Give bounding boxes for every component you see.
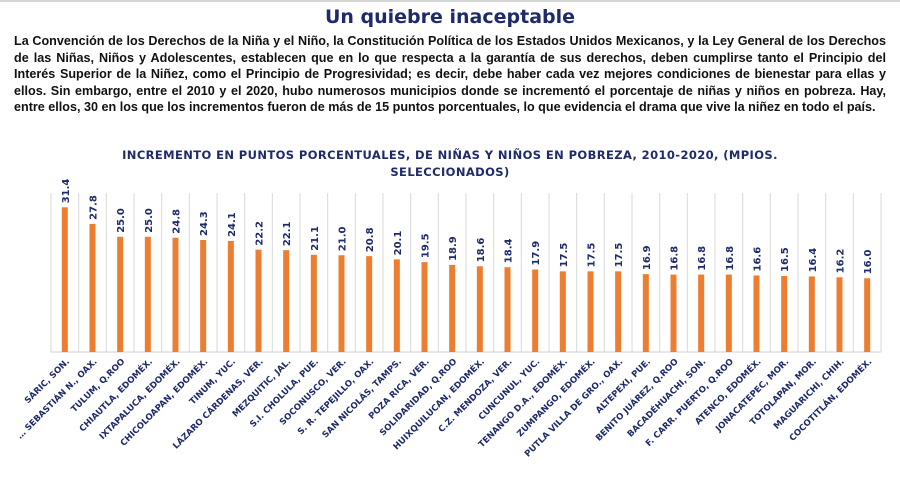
value-label: 17.5 [587, 243, 598, 268]
bar [338, 255, 345, 352]
bar [808, 276, 815, 352]
bar [615, 271, 622, 352]
bar [366, 256, 373, 352]
bar [642, 274, 649, 352]
value-label: 16.4 [808, 248, 819, 273]
bar [255, 249, 262, 352]
bar [393, 259, 400, 352]
bar [587, 271, 594, 352]
value-labels: 31.4 27.8 25.0 25.0 24.8 24.3 24.1 22.2 22.1 21.1… [61, 179, 874, 275]
bar [753, 275, 760, 352]
value-label: 17.5 [559, 243, 570, 268]
bar [310, 254, 317, 352]
value-label: 16.8 [697, 246, 708, 271]
bar [698, 274, 705, 352]
value-label: 16.6 [753, 247, 764, 272]
value-label: 20.8 [365, 227, 376, 252]
value-label: 22.2 [255, 221, 266, 246]
category-labels: SÁRIC, SON.… SEBASTIÁN N., OAX.TULUM, Q.… [14, 356, 874, 460]
value-label: 24.1 [227, 212, 238, 237]
value-label: 16.9 [642, 245, 653, 270]
bar [504, 267, 511, 352]
bar [725, 274, 732, 352]
bar [117, 236, 124, 352]
value-label: 21.0 [338, 227, 349, 252]
bar [144, 236, 151, 352]
bar [200, 240, 207, 352]
value-label: 27.8 [89, 195, 100, 220]
value-label: 18.4 [504, 238, 515, 263]
chart-title: INCREMENTO EN PUNTOS PORCENTUALES, DE NI… [122, 148, 778, 179]
value-label: 16.5 [780, 247, 791, 272]
bar [670, 274, 677, 352]
bar [89, 223, 96, 352]
top-border [0, 0, 900, 2]
value-label: 22.1 [282, 221, 293, 246]
value-label: 18.6 [476, 238, 487, 263]
bar [559, 271, 566, 352]
bar [864, 278, 871, 352]
value-label: 16.8 [725, 246, 736, 271]
value-label: 16.0 [863, 250, 874, 275]
gridlines [50, 193, 882, 353]
value-label: 17.9 [531, 241, 542, 266]
intro-paragraph: La Convención de los Derechos de la Niña… [14, 34, 886, 114]
page-title: Un quiebre inaceptable [324, 6, 576, 28]
bar [283, 250, 290, 352]
value-label: 24.8 [172, 209, 183, 234]
value-label: 25.0 [144, 208, 155, 233]
bar [172, 237, 179, 352]
value-label: 20.1 [393, 231, 404, 256]
bar [476, 266, 483, 352]
value-label: 19.5 [421, 233, 432, 258]
value-label: 18.9 [448, 236, 459, 261]
value-label: 16.2 [836, 249, 847, 274]
bar [449, 264, 456, 352]
bars [61, 207, 871, 352]
bar [532, 269, 539, 352]
value-label: 17.5 [614, 243, 625, 268]
bar [227, 240, 234, 352]
value-label: 21.1 [310, 226, 321, 251]
bar [781, 275, 788, 352]
bar [61, 207, 68, 352]
bar [421, 262, 428, 352]
value-label: 16.8 [670, 246, 681, 271]
value-label: 31.4 [61, 179, 72, 204]
value-label: 24.3 [199, 211, 210, 236]
bar [836, 277, 843, 352]
value-label: 25.0 [116, 208, 127, 233]
